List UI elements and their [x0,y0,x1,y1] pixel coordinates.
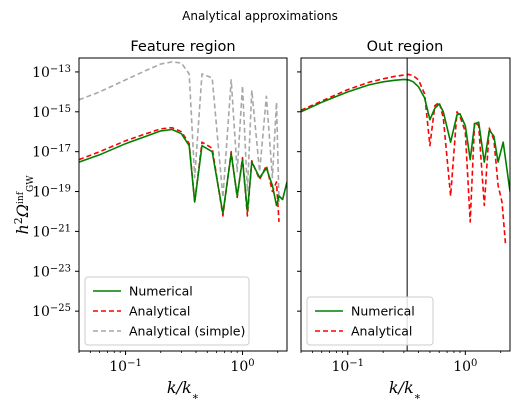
legend-label: Numerical [129,284,193,299]
axes-frame-feature [78,57,288,352]
y-tick-label: 10−17 [32,143,71,161]
series-line-analytical-simple [79,61,280,203]
y-tick-label: 10−15 [32,103,71,121]
panel-title-out: Out region [367,39,444,55]
series-line-numerical [79,128,287,215]
figure-title: Analytical approximations [182,9,338,23]
y-tick-label: 10−13 [32,63,71,81]
plot-area-feature [79,61,287,222]
legend-box [84,276,250,346]
x-tick-label: 10−1 [109,358,142,376]
y-tick-label: 10−23 [32,263,71,281]
series-line-numerical [301,78,510,192]
y-tick-label: 10−21 [32,223,71,241]
axes-frame-out [300,57,511,352]
x-tick-label: 100 [453,358,477,376]
legend-feature: Numerical Analytical Analytical (simple) [84,276,250,346]
legend-label: Analytical (simple) [129,324,245,339]
legend-label: Numerical [351,304,415,319]
panel-out-region: Out region 10−1 100 Numerical Analytical k… [297,39,511,403]
legend-out: Numerical Analytical [306,296,434,346]
x-axis-label-feature: k/k∗ [167,378,199,403]
x-tick-label: 10−1 [331,358,364,376]
series-line-analytical [301,73,507,246]
x-tick-label: 100 [230,358,254,376]
y-tick-label: 10−19 [32,183,71,201]
panel-feature-region: Feature region 10−1 100 10−13 10−15 10−17 10−… [12,39,288,403]
legend-label: Analytical [351,324,412,339]
legend-box [306,296,434,346]
y-tick-label: 10−25 [32,303,71,321]
x-axis-label-out: k/k∗ [389,378,421,403]
legend-label: Analytical [129,304,190,319]
panel-title-feature: Feature region [130,39,235,55]
